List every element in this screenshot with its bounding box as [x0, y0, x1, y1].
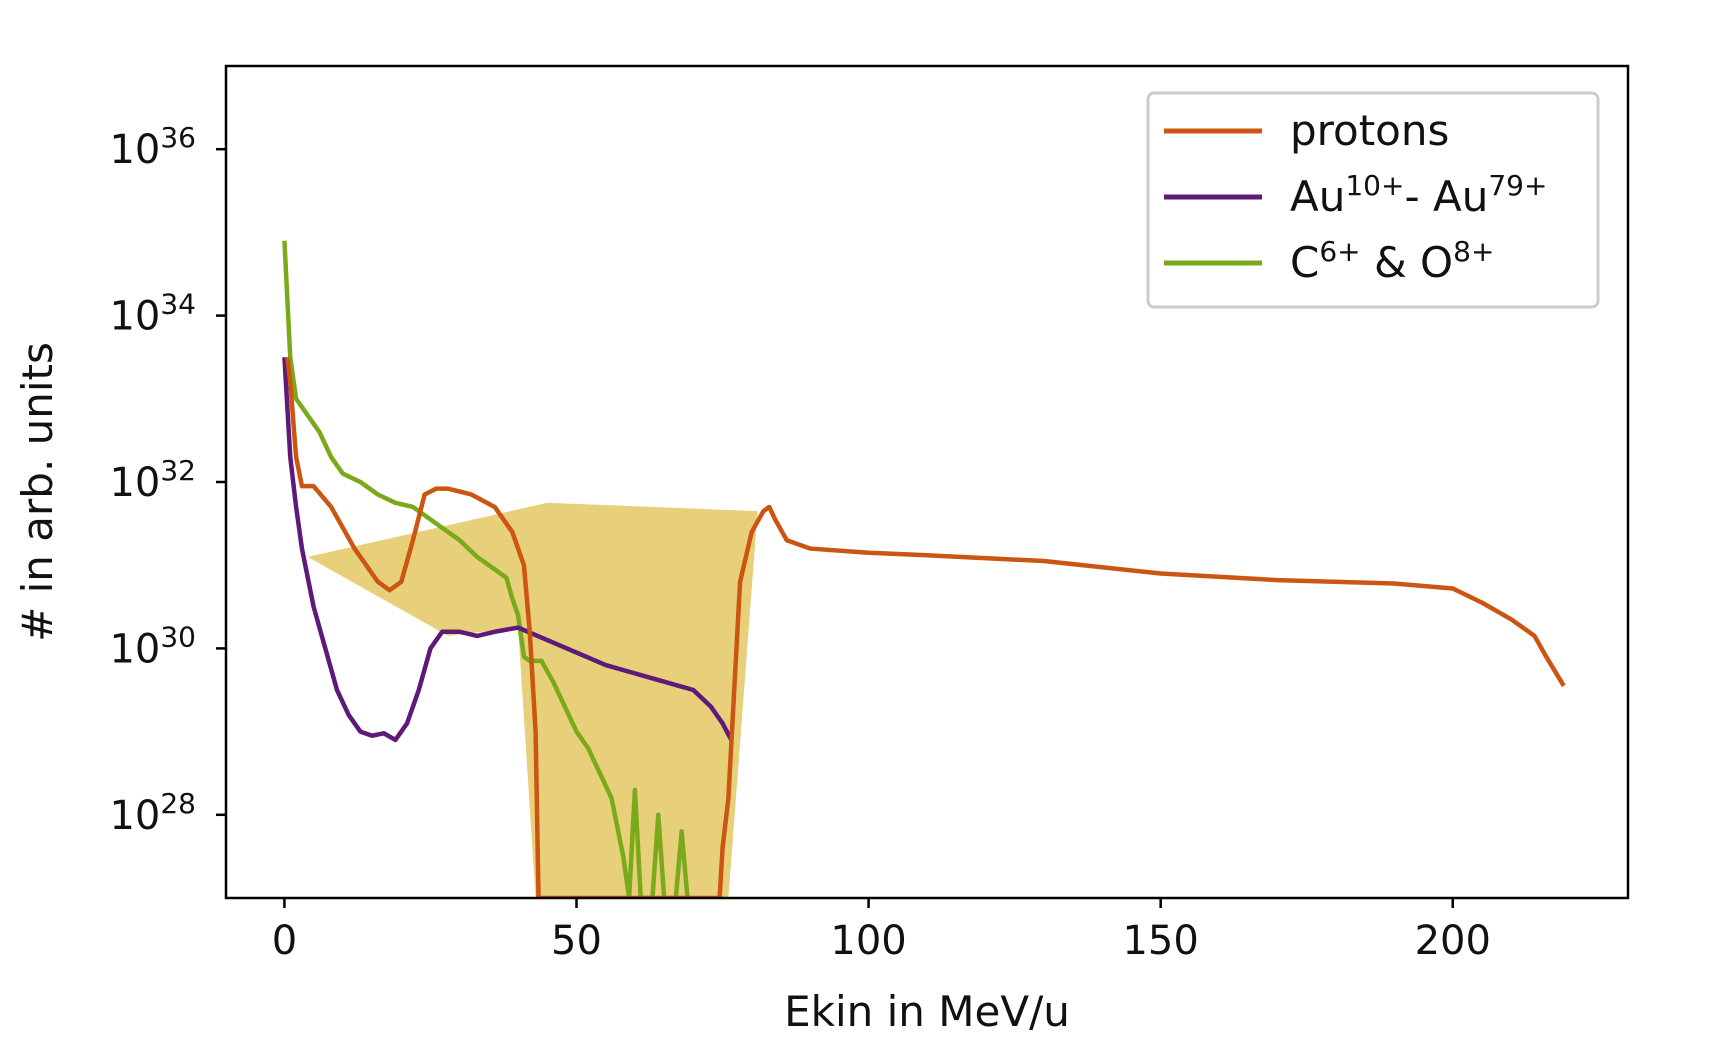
x-tick-label: 50 [551, 918, 602, 964]
legend-label-protons: protons [1290, 106, 1449, 155]
x-tick-label: 200 [1415, 918, 1491, 964]
x-tick-label: 100 [830, 918, 906, 964]
plot-area [282, 240, 1566, 898]
y-tick-label: 1034 [109, 288, 196, 340]
x-tick-label: 0 [272, 918, 297, 964]
legend-box [1146, 91, 1600, 309]
y-tick-label: 1032 [109, 454, 196, 506]
x-tick-label: 150 [1122, 918, 1198, 964]
y-tick-label: 1036 [109, 121, 196, 173]
series-line-protons [285, 356, 1566, 898]
legend-label-light: C6+ & O8+ [1290, 235, 1494, 287]
legend: protons Au10+- Au79+ C6+ & O8+ [1146, 91, 1600, 309]
y-axis-label: # in arb. units [13, 342, 62, 642]
y-tick-label: 1030 [109, 620, 196, 672]
x-axis-label: Ekin in MeV/u [784, 987, 1070, 1036]
series-line-light [282, 240, 690, 898]
y-tick-label: 1028 [109, 787, 196, 839]
series-line-gold [282, 357, 734, 743]
legend-label-gold: Au10+- Au79+ [1290, 169, 1547, 221]
